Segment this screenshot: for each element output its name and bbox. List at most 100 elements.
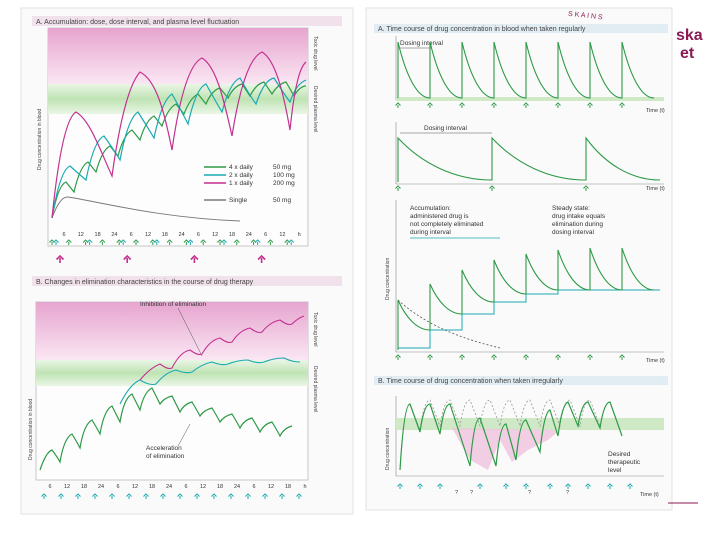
legend-1x-freq: 1 x daily [229,180,254,187]
right-b-question-2: ? [470,490,473,496]
dose-arrow-2x [187,239,194,245]
left-a-ylabel: Drug concentration in blood [37,109,43,170]
dose-arrow-4x [233,239,240,245]
right-graph3-time: Time (t) [646,358,665,364]
right-graph2-curve [397,136,661,182]
dose-arrow [477,483,483,489]
left-b-curve-inhibition [139,315,305,381]
right-graph1-dose-arrows [395,102,625,108]
logo-arc-text: S K A I N S [568,11,603,22]
dose-arrow [194,493,200,499]
dose-arrow [437,483,443,489]
left-a-curve-single [51,196,241,222]
dose-arrow [627,483,633,489]
right-graph2-label: Dosing interval [424,125,468,132]
left-b-x-tick: 18 [149,484,155,490]
left-page: A. Accumulation: dose, dose interval, an… [20,7,354,515]
left-b-curve-upper [119,357,301,405]
accumulation-line-3: not completely eliminated [410,221,484,228]
dose-arrow [245,493,251,499]
left-a-x-tick: 6 [130,232,133,238]
left-b-x-tick: 24 [166,484,172,490]
dose-arrow [565,483,571,489]
dose-arrow [607,483,613,489]
dose-arrow-2x [288,239,295,245]
left-b-x-tick: h [303,484,306,490]
left-a-x-tick: 12 [78,232,84,238]
legend-4x-freq: 4 x daily [229,164,254,171]
legend-single-freq: Single [229,197,247,204]
dose-arrow [228,493,234,499]
dose-arrow [619,354,625,360]
dose-arrow [619,102,625,108]
right-panel-b-title: B. Time course of drug concentration whe… [378,378,563,385]
dose-arrow-4x [133,239,139,245]
left-a-curve-2x [51,77,307,219]
right-graph1-label: Dosing interval [400,40,444,47]
left-a-desired-label: Desired plasma level [312,86,318,132]
left-a-x-tick: 24 [111,232,117,238]
dose-arrow [489,185,495,191]
legend-4x-dose: 50 mg [273,164,291,171]
left-b-x-tick: 12 [268,484,274,490]
dose-arrow [491,354,497,360]
left-b-x-tick: 18 [285,484,291,490]
left-panel-a-title: A. Accumulation: dose, dose interval, an… [36,19,239,26]
dose-arrow [491,102,497,108]
dose-arrow-1x [257,254,266,263]
dose-arrow [547,483,553,489]
left-a-x-tick: 24 [179,232,185,238]
logo-line-2: et [680,45,695,62]
dose-arrow [523,354,529,360]
dose-arrow-2x [86,239,93,245]
dose-arrow [395,185,401,191]
right-graph-1: Dosing interval Time (t) [395,36,665,114]
left-b-x-tick: 24 [234,484,240,490]
right-b-question-3: ? [528,490,531,496]
right-graph-2: Dosing interval Time (t) [395,122,665,192]
accumulation-line-4: during interval [410,229,451,236]
left-b-acceleration-line2: of elimination [146,453,185,460]
dose-arrow-4x [166,239,173,245]
right-panel-a: A. Time course of drug concentration in … [374,24,668,364]
dose-arrow [555,102,561,108]
dose-arrow [279,493,285,499]
right-graph-3: Drug concentration Accumulation: adminis… [385,200,665,364]
left-a-x-tick: 18 [95,232,101,238]
dose-arrow [41,493,47,499]
dose-arrow [427,102,433,108]
dose-arrow [523,102,529,108]
left-b-x-tick: 24 [98,484,104,490]
dose-arrow [459,354,465,360]
left-a-x-tick: 6 [197,232,200,238]
right-graph3-dose-arrows [395,354,625,360]
accumulation-line-1: Accumulation: [410,205,451,212]
dose-arrow [587,102,593,108]
right-b-desired-line-1: Desired [608,451,631,458]
dose-arrow [262,493,268,499]
dose-arrow [397,483,403,489]
dose-arrow [417,483,423,489]
left-a-x-tick: 18 [229,232,235,238]
right-b-ylabel: Drug concentration [385,428,391,470]
left-a-desired-band [48,84,308,114]
dose-arrow [427,354,433,360]
right-graph1-curve [397,41,655,99]
left-b-desired-band [36,360,308,386]
dose-arrow [92,493,98,499]
dose-arrow [395,102,401,108]
dose-arrow-1x [190,254,199,263]
dose-arrow [58,493,64,499]
left-a-x-tick: 24 [246,232,252,238]
left-a-x-tick: 6 [62,232,65,238]
left-a-x-tick: h [298,232,301,238]
dose-arrow-1x [55,254,65,263]
right-b-question-1: ? [455,490,458,496]
left-b-x-tick: 12 [132,484,138,490]
left-a-legend: 4 x daily 50 mg 2 x daily 100 mg 1 x dai… [204,164,295,204]
left-b-desired-label: Desired plasma level [312,366,318,412]
dose-arrow-2x [120,239,127,245]
dose-arrow-2x [153,239,160,245]
dose-arrow-4x [267,239,274,245]
